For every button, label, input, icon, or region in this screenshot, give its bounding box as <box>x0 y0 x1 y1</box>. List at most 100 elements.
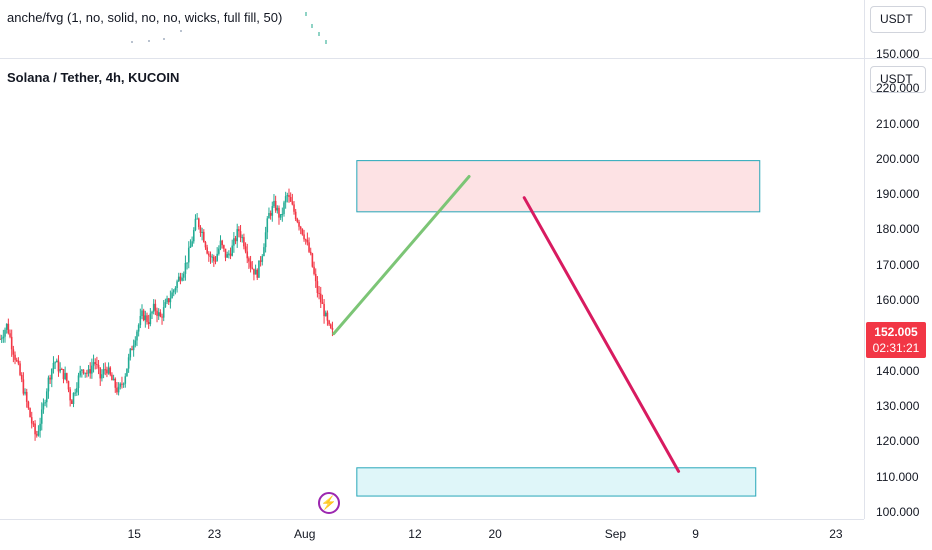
candle-body <box>154 303 157 311</box>
candle-body <box>30 417 33 424</box>
price-tick-label: 160.000 <box>876 293 920 308</box>
candle-body <box>303 234 305 240</box>
candle-body <box>197 218 200 228</box>
indicator-mark <box>318 32 320 36</box>
candle-body <box>177 276 180 282</box>
time-tick-label: 23 <box>829 527 843 541</box>
candle-body <box>0 338 1 340</box>
candle-body <box>228 253 230 255</box>
candle-body <box>176 281 178 288</box>
candle-body <box>318 293 320 295</box>
candle-body <box>174 287 177 291</box>
candle-body <box>294 211 297 220</box>
price-tick-label: 120.000 <box>876 434 920 449</box>
candle-body <box>106 369 108 374</box>
candle-body <box>161 316 163 318</box>
candle-body <box>87 369 90 374</box>
candle-body <box>326 312 329 321</box>
main-chart-pane[interactable] <box>0 60 864 519</box>
last-price-tag: 152.005 02:31:21 <box>866 322 926 358</box>
candle-body <box>271 206 274 216</box>
candle-body <box>301 228 304 235</box>
candle-body <box>246 251 249 259</box>
currency-button-top[interactable]: USDT <box>870 6 926 33</box>
indicator-plot <box>131 12 327 44</box>
currency-button-main[interactable]: USDT <box>870 66 926 93</box>
candle-body <box>34 423 36 435</box>
candle-body <box>7 323 10 334</box>
candle-body <box>311 253 314 267</box>
candle-body <box>17 360 20 364</box>
candle-body <box>199 227 202 233</box>
candle-body <box>111 374 113 381</box>
zone-rectangle[interactable] <box>356 160 761 213</box>
candle-body <box>172 290 175 293</box>
indicator-tick-label: 150.000 <box>876 47 920 61</box>
candle-body <box>258 260 260 278</box>
price-axis[interactable] <box>864 0 932 519</box>
trend-line[interactable] <box>522 196 681 473</box>
candle-body <box>233 238 235 246</box>
candle-body <box>12 349 15 355</box>
indicator-legend[interactable]: anche/fvg (1, no, solid, no, no, wicks, … <box>7 10 283 25</box>
candle-body <box>306 239 309 243</box>
candle-body <box>269 213 272 216</box>
candle-body <box>274 200 277 211</box>
indicator-pane <box>0 0 864 59</box>
candle-body <box>4 329 6 337</box>
candle-body <box>19 363 21 375</box>
candle-body <box>47 377 50 392</box>
indicator-mark <box>131 41 133 43</box>
candle-body <box>324 312 327 317</box>
event-marker-lightning-icon[interactable]: ⚡ <box>318 492 340 514</box>
price-tick-label: 210.000 <box>876 116 920 131</box>
candle-body <box>116 387 118 393</box>
time-axis[interactable] <box>0 519 864 550</box>
price-tick-label: 180.000 <box>876 222 920 237</box>
candle-body <box>309 251 312 254</box>
candle-body <box>203 231 205 243</box>
candle-body <box>328 320 330 325</box>
candle-body <box>22 379 25 394</box>
candle-body <box>184 262 187 274</box>
candle-body <box>69 389 71 401</box>
candle-body <box>42 403 45 410</box>
candle-body <box>256 269 259 278</box>
pane-divider[interactable] <box>0 58 932 59</box>
candle-body <box>273 200 275 207</box>
candle-body <box>15 359 18 361</box>
candle-body <box>218 248 220 254</box>
candle-body <box>166 298 168 303</box>
candle-body <box>299 226 302 229</box>
chart-title[interactable]: Solana / Tether, 4h, KUCOIN <box>7 70 180 85</box>
zone-rectangle[interactable] <box>356 467 757 497</box>
price-chart[interactable] <box>0 60 864 519</box>
candle-body <box>209 255 212 257</box>
candle-body <box>162 307 165 318</box>
price-tick-label: 140.000 <box>876 363 920 378</box>
candle-body <box>112 378 115 381</box>
time-tick-label: Aug <box>294 527 316 541</box>
candle-body <box>243 237 245 247</box>
candle-body <box>244 246 247 252</box>
candle-body <box>248 258 250 262</box>
candle-body <box>284 196 287 203</box>
candle-body <box>283 202 285 214</box>
candle-body <box>139 316 142 326</box>
candle-body <box>35 434 38 436</box>
candle-body <box>159 312 162 317</box>
candle-body <box>146 315 148 323</box>
candle-body <box>101 374 103 379</box>
candle-body <box>234 238 237 242</box>
candle-body <box>147 322 150 325</box>
candle-body <box>152 303 155 312</box>
candle-body <box>79 370 81 376</box>
candle-body <box>321 302 324 304</box>
candle-body <box>254 269 257 275</box>
candle-body <box>84 372 86 374</box>
trend-line[interactable] <box>332 175 471 336</box>
candle-body <box>10 336 13 350</box>
candle-body <box>91 365 93 374</box>
candle-body <box>137 325 140 332</box>
candle-body <box>206 247 208 254</box>
